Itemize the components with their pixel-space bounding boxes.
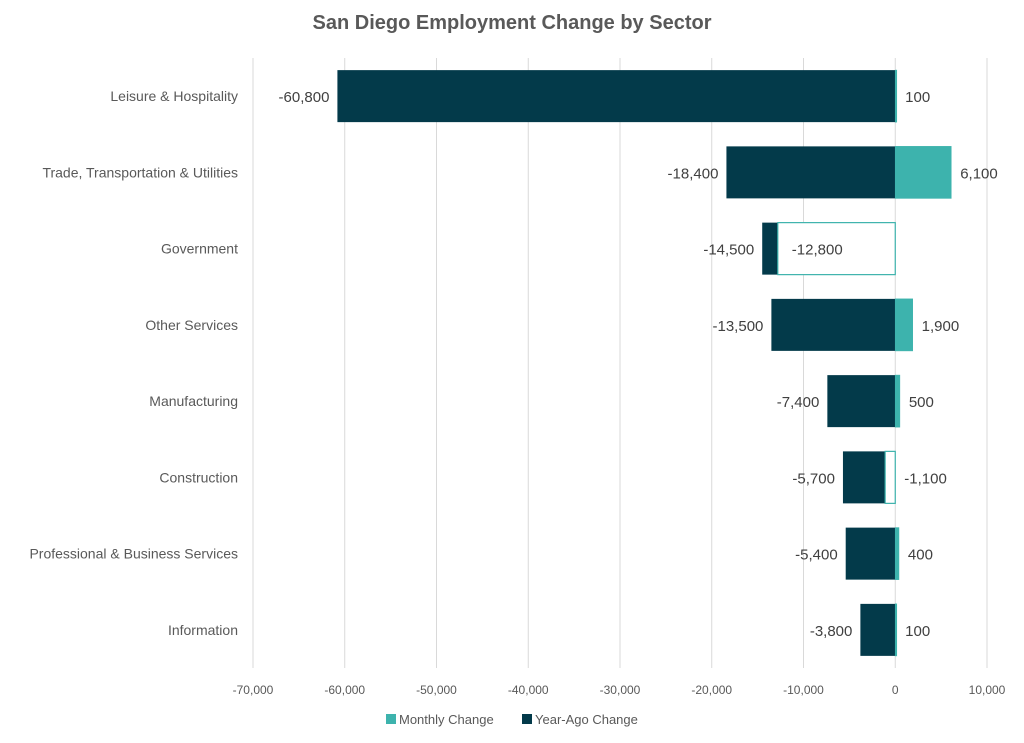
x-tick-label: 10,000	[969, 683, 1006, 697]
x-tick-label: -20,000	[691, 683, 732, 697]
data-label-monthly: 1,900	[922, 318, 960, 335]
data-label-year-ago: -3,800	[810, 623, 853, 640]
legend-label: Monthly Change	[399, 712, 494, 727]
bar-monthly	[894, 69, 898, 123]
bar-year-ago	[860, 603, 896, 656]
x-tick-label: 0	[892, 683, 899, 697]
bar-monthly	[777, 222, 896, 276]
bar-year-ago	[845, 527, 896, 580]
data-label-year-ago: -14,500	[703, 242, 754, 259]
bar-year-ago	[827, 375, 896, 428]
bar-monthly	[894, 603, 898, 657]
bar-year-ago	[771, 298, 896, 351]
data-label-year-ago: -5,700	[792, 470, 835, 487]
bar-monthly	[894, 374, 901, 428]
legend-swatch-monthly	[386, 714, 396, 724]
category-label: Leisure & Hospitality	[110, 88, 238, 104]
data-label-monthly: -1,100	[904, 470, 947, 487]
data-label-year-ago: -13,500	[713, 318, 764, 335]
chart-title: San Diego Employment Change by Sector	[312, 12, 712, 34]
x-tick-label: -60,000	[324, 683, 365, 697]
category-label: Trade, Transportation & Utilities	[42, 164, 238, 180]
data-label-year-ago: -60,800	[279, 89, 330, 106]
data-label-monthly: 100	[905, 89, 930, 106]
category-label: Professional & Business Services	[29, 546, 238, 562]
data-label-monthly: 500	[909, 394, 934, 411]
x-tick-label: -50,000	[416, 683, 457, 697]
data-label-monthly: 6,100	[960, 165, 998, 182]
bar-monthly	[894, 527, 900, 580]
x-tick-label: -40,000	[508, 683, 549, 697]
data-label-monthly: 100	[905, 623, 930, 640]
legend-swatch-year-ago	[522, 714, 532, 724]
x-tick-label: -10,000	[783, 683, 824, 697]
bar-monthly	[894, 146, 952, 199]
category-label: Manufacturing	[149, 393, 238, 409]
data-label-monthly: -12,800	[792, 242, 843, 259]
bar-year-ago	[726, 146, 896, 199]
x-tick-label: -70,000	[233, 683, 274, 697]
x-tick-label: -30,000	[600, 683, 641, 697]
bar-year-ago	[337, 70, 896, 123]
data-label-monthly: 400	[908, 547, 933, 564]
data-label-year-ago: -5,400	[795, 547, 838, 564]
legend-label: Year-Ago Change	[535, 712, 638, 727]
category-label: Government	[161, 241, 238, 257]
category-label: Information	[168, 622, 238, 638]
bar-monthly	[894, 298, 913, 352]
category-label: Construction	[159, 469, 238, 485]
data-label-year-ago: -7,400	[777, 394, 820, 411]
category-label: Other Services	[145, 317, 238, 333]
data-label-year-ago: -18,400	[668, 165, 719, 182]
bar-monthly	[884, 450, 896, 504]
